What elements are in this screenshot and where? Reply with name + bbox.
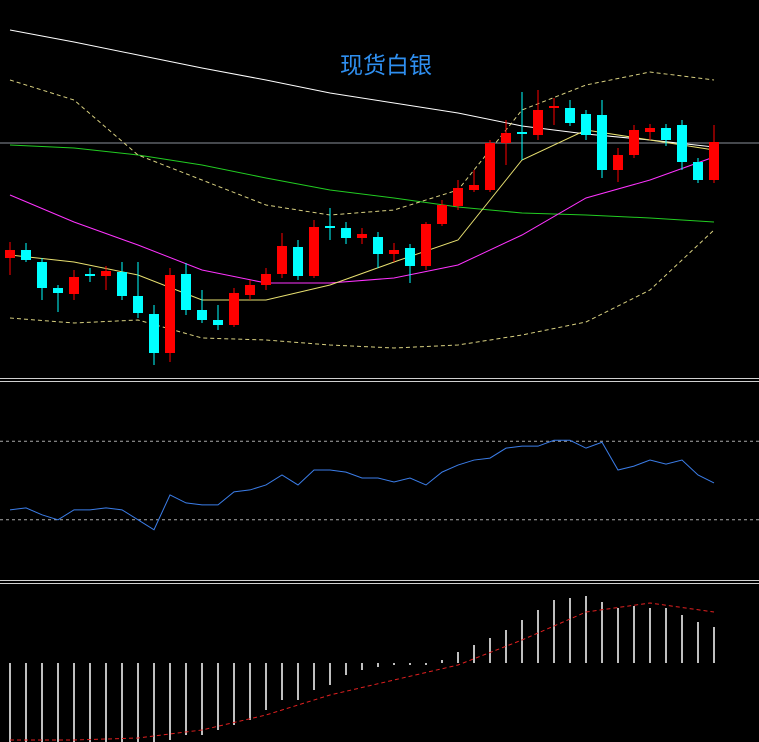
candle-body [453,188,463,206]
candle-body [213,320,223,325]
candle-body [165,275,175,353]
candle-body [261,274,271,285]
candle-body [245,285,255,295]
indicator-line [9,144,715,223]
candle-body [37,262,47,288]
indicator-line [9,156,715,284]
panel-separators [0,378,759,584]
indicator-line [9,129,715,301]
indicator-line [9,229,715,349]
candle-body [613,155,623,170]
candle-body [549,106,559,108]
candle-body [373,237,383,254]
candle-body [629,130,639,155]
candle-body [357,234,367,238]
candle-body [229,293,239,325]
candle-body [645,128,655,132]
indicator-line [9,29,715,148]
candle-body [197,310,207,320]
candle-body [517,132,527,134]
candle-body [309,227,319,276]
candle-body [277,246,287,274]
candle-body [581,114,591,135]
candle-body [405,248,415,266]
candle-body [181,274,191,310]
candle-body [149,314,159,353]
candle-body [677,125,687,162]
candle-body [709,142,719,180]
candle-body [421,224,431,266]
candle-body [133,296,143,313]
candle-body [101,271,111,276]
indicator-line [9,439,715,531]
candle-body [693,162,703,180]
candle-body [341,228,351,238]
chart-title: 现货白银 [340,53,432,79]
candle-body [533,110,543,135]
candle-body [469,185,479,190]
candle-body [69,277,79,294]
candle-body [661,128,671,140]
candle-body [597,115,607,170]
candle-body [5,250,15,258]
candle-body [501,133,511,143]
candle-body [389,250,399,254]
candle-body [85,274,95,276]
candle-body [565,108,575,123]
indicator-line [10,602,715,741]
candle-body [21,250,31,260]
indicator-line [9,71,715,216]
candle-body [117,272,127,296]
candle-body [325,226,335,228]
candle-body [485,143,495,190]
candle-body [293,247,303,276]
candle-body [437,205,447,224]
candle-body [53,288,63,293]
